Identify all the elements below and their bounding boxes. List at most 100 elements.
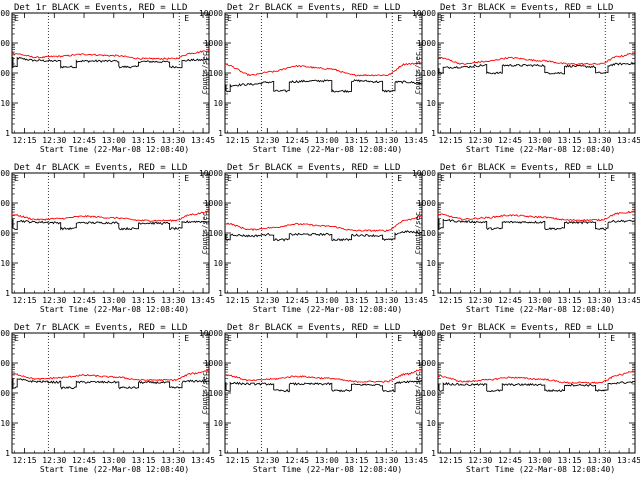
panel-det-9r: Det 9r BLACK = Events, RED = LLD 1 10 100 10… (412, 323, 640, 474)
x-tick-label: 12:30 (42, 136, 66, 145)
x-tick-label: 13:00 (102, 136, 126, 145)
x-tick-label: 12:45 (72, 456, 96, 465)
lld-series-line (437, 369, 636, 384)
panel-det-1r: Det 1r BLACK = Events, RED = LLD 1 10 100 10… (0, 3, 215, 154)
x-tick-label: 12:45 (285, 296, 309, 305)
panel-title: Det 1r BLACK = Events, RED = LLD (14, 3, 187, 13)
x-tick-label: 13:30 (161, 296, 185, 305)
corner-marker: E (397, 334, 402, 343)
y-tick-label: 100 (209, 229, 224, 238)
x-axis-label: Start Time (22-Mar-08 12:08:40) (40, 465, 189, 474)
events-series-line (225, 379, 423, 393)
x-tick-label: 13:30 (587, 296, 611, 305)
y-tick-label: 1000 (204, 359, 223, 368)
y-tick-label: 1 (5, 289, 10, 298)
corner-marker: E (397, 14, 402, 23)
y-tick-label: 10000 (412, 329, 436, 338)
x-tick-label: 13:30 (374, 296, 398, 305)
panel-title: Det 6r BLACK = Events, RED = LLD (440, 163, 613, 173)
y-tick-label: 1 (431, 289, 436, 298)
y-tick-label: 1000 (204, 39, 223, 48)
y-tick-label: 10000 (199, 9, 223, 18)
y-tick-label: 1000 (204, 199, 223, 208)
corner-marker: E (14, 334, 19, 343)
panel-det-4r: Det 4r BLACK = Events, RED = LLD 1 10 100 10… (0, 163, 215, 314)
corner-marker: E (227, 14, 232, 23)
y-axis-label: Counts/sec (414, 52, 422, 94)
y-tick-label: 1000 (417, 39, 436, 48)
y-tick-label: 1000 (0, 39, 10, 48)
y-tick-label: 100 (209, 389, 224, 398)
x-tick-label: 13:30 (374, 456, 398, 465)
x-tick-label: 13:30 (161, 136, 185, 145)
panel-title: Det 7r BLACK = Events, RED = LLD (14, 323, 187, 333)
x-tick-label: 12:15 (226, 136, 250, 145)
panel-title: Det 8r BLACK = Events, RED = LLD (227, 323, 400, 333)
y-tick-label: 100 (0, 389, 10, 398)
x-tick-label: 13:30 (374, 136, 398, 145)
x-tick-label: 13:45 (191, 296, 215, 305)
lld-series-line (11, 369, 210, 382)
x-tick-label: 13:00 (315, 136, 339, 145)
x-axis-label: Start Time (22-Mar-08 12:08:40) (253, 465, 402, 474)
x-tick-label: 13:15 (132, 296, 156, 305)
x-tick-label: 12:15 (13, 456, 37, 465)
x-tick-label: 12:30 (42, 456, 66, 465)
x-tick-label: 12:15 (439, 136, 463, 145)
y-tick-label: 1 (431, 129, 436, 138)
panel-title: Det 2r BLACK = Events, RED = LLD (227, 3, 400, 13)
x-tick-label: 13:15 (132, 136, 156, 145)
y-axis-label: Counts/sec (201, 372, 209, 414)
x-tick-label: 12:45 (72, 296, 96, 305)
y-tick-label: 10 (0, 99, 10, 108)
y-tick-label: 100 (422, 229, 437, 238)
y-tick-label: 100 (0, 69, 10, 78)
x-tick-label: 13:15 (558, 456, 582, 465)
x-tick-label: 12:30 (468, 136, 492, 145)
panel-title: Det 5r BLACK = Events, RED = LLD (227, 163, 400, 173)
x-tick-label: 12:15 (439, 296, 463, 305)
y-axis-label: Counts/sec (414, 212, 422, 254)
panel-det-5r: Det 5r BLACK = Events, RED = LLD 1 10 100 10… (199, 163, 428, 314)
lld-series-line (437, 52, 636, 66)
corner-marker: E (610, 334, 615, 343)
x-tick-label: 12:45 (72, 136, 96, 145)
x-tick-label: 13:45 (617, 136, 640, 145)
x-axis-label: Start Time (22-Mar-08 12:08:40) (40, 145, 189, 154)
x-tick-label: 13:00 (315, 296, 339, 305)
lld-series-line (224, 368, 423, 383)
y-tick-label: 10 (426, 259, 436, 268)
y-tick-label: 10 (426, 99, 436, 108)
x-tick-label: 13:45 (191, 136, 215, 145)
events-series-line (438, 218, 636, 231)
x-tick-label: 13:00 (528, 296, 552, 305)
y-tick-label: 10 (0, 259, 10, 268)
x-tick-label: 13:00 (102, 296, 126, 305)
y-tick-label: 1000 (0, 359, 10, 368)
panel-title: Det 3r BLACK = Events, RED = LLD (440, 3, 613, 13)
y-tick-label: 10000 (0, 9, 10, 18)
x-tick-label: 13:15 (558, 136, 582, 145)
y-tick-label: 1 (5, 449, 10, 458)
y-tick-label: 10000 (0, 169, 10, 178)
x-tick-label: 13:30 (161, 456, 185, 465)
y-tick-label: 1000 (0, 199, 10, 208)
corner-marker: E (610, 174, 615, 183)
y-tick-label: 10 (0, 419, 10, 428)
corner-marker: E (440, 334, 445, 343)
y-tick-label: 100 (0, 229, 10, 238)
corner-marker: E (227, 174, 232, 183)
x-tick-label: 12:15 (439, 456, 463, 465)
lld-series-line (11, 49, 210, 60)
y-tick-label: 100 (422, 389, 437, 398)
y-axis-label: Counts/sec (414, 372, 422, 414)
lld-series-line (11, 210, 210, 223)
corner-marker: E (14, 174, 19, 183)
panel-det-6r: Det 6r BLACK = Events, RED = LLD 1 10 100 10… (412, 163, 640, 314)
events-series-line (438, 61, 636, 75)
corner-marker: E (440, 14, 445, 23)
x-tick-label: 13:00 (528, 136, 552, 145)
y-axis-label: Counts/sec (201, 212, 209, 254)
x-tick-label: 12:30 (468, 296, 492, 305)
x-tick-label: 13:45 (404, 296, 428, 305)
